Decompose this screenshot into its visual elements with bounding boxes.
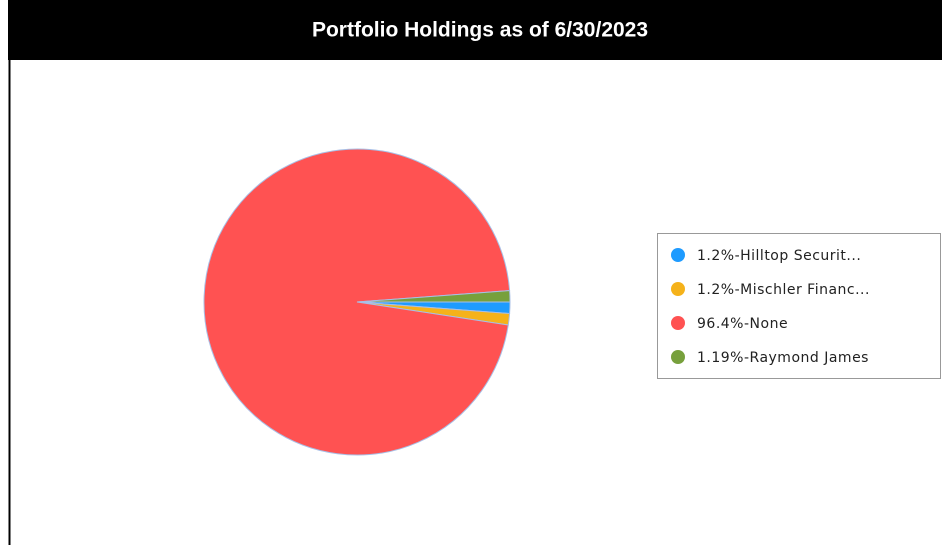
legend-box xyxy=(657,233,941,379)
pie-slice xyxy=(356,290,511,303)
legend-label: 1.19%-Raymond James xyxy=(697,350,869,366)
legend: 1.2%-Hilltop Securit... 1.2%-Mischler Fin… xyxy=(671,248,870,366)
legend-marker xyxy=(671,248,685,262)
chart-title: Portfolio Holdings as of 6/30/2023 xyxy=(312,19,648,42)
pie-slice xyxy=(203,148,511,456)
legend-label: 1.2%-Hilltop Securit... xyxy=(697,248,861,264)
header-bar xyxy=(8,0,942,60)
legend-label: 1.2%-Mischler Financ... xyxy=(697,282,870,298)
legend-label: 96.4%-None xyxy=(697,316,788,332)
legend-marker xyxy=(671,282,685,296)
legend-marker xyxy=(671,316,685,330)
legend-marker xyxy=(671,350,685,364)
pie xyxy=(203,148,511,456)
